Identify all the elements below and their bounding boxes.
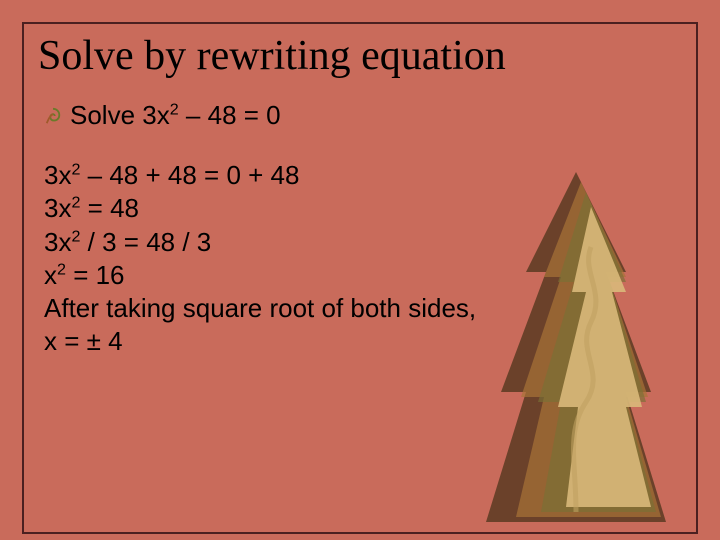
leaf-swirl-icon (44, 107, 62, 125)
step-line: x = ± 4 (44, 325, 696, 358)
slide: Solve by rewriting equation Solve 3x2 – … (0, 0, 720, 540)
bullet-item: Solve 3x2 – 48 = 0 (24, 100, 696, 131)
slide-title: Solve by rewriting equation (24, 24, 696, 96)
step-line: 3x2 / 3 = 48 / 3 (44, 226, 696, 259)
step-line: After taking square root of both sides, (44, 292, 696, 325)
bullet-text: Solve 3x2 – 48 = 0 (70, 100, 281, 131)
step-line: x2 = 16 (44, 259, 696, 292)
bullet-text-content: Solve 3x2 – 48 = 0 (70, 100, 281, 130)
step-line: 3x2 – 48 + 48 = 0 + 48 (44, 159, 696, 192)
step-line: 3x2 = 48 (44, 192, 696, 225)
solution-body: 3x2 – 48 + 48 = 0 + 48 3x2 = 48 3x2 / 3 … (24, 159, 696, 359)
slide-inner: Solve by rewriting equation Solve 3x2 – … (22, 22, 698, 534)
